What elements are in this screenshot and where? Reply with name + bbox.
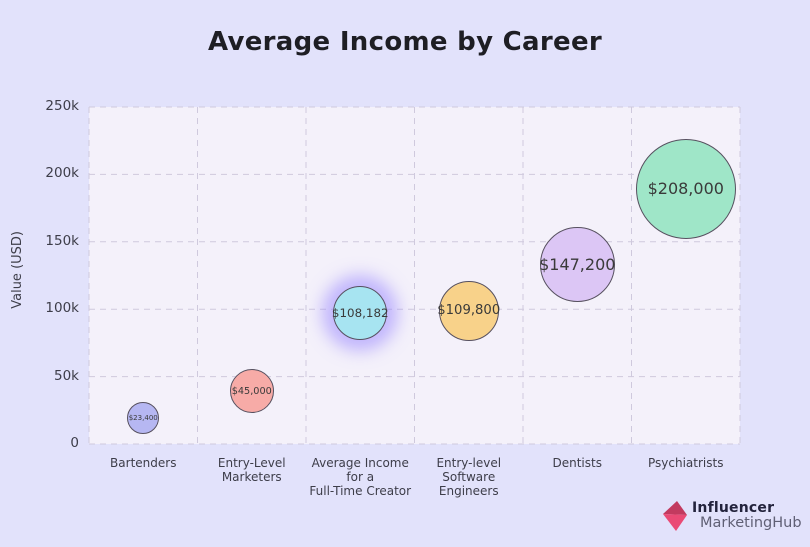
bubble-value-label: $208,000	[647, 179, 724, 199]
y-axis-tick-label: 150k	[45, 232, 79, 249]
y-axis-tick-label: 0	[70, 435, 79, 451]
x-axis-tick-label: Bartenders	[110, 456, 177, 470]
logo-text: Influencer MarketingHub	[692, 500, 802, 531]
x-axis-tick-label: Psychiatrists	[648, 456, 724, 470]
y-axis-tick-label: 250k	[45, 98, 79, 114]
y-axis-tick-label: 50k	[54, 367, 79, 384]
x-axis-tick-label: Entry-level Software Engineers	[436, 456, 502, 498]
bubble-value-label: $108,182	[331, 305, 389, 320]
bubble-bartenders[interactable]: $23,400	[127, 401, 160, 434]
x-axis-tick-label: Dentists	[552, 456, 602, 470]
bubble-value-label: $23,400	[128, 413, 158, 423]
x-axis-tick-label: Entry-Level Marketers	[217, 456, 286, 484]
bubble-entry-level[interactable]: $45,000	[229, 369, 274, 414]
bubble-dentists[interactable]: $147,200	[539, 226, 616, 302]
logo-line1: Influencer	[692, 500, 775, 516]
gridlines	[88, 106, 741, 445]
x-axis-tick-label: Average Income for a Full-Time Creator	[309, 456, 412, 498]
bubble-value-label: $45,000	[231, 385, 272, 397]
influencer-marketinghub-logo: Influencer MarketingHub	[662, 500, 802, 532]
y-axis-tick-label: 100k	[45, 300, 79, 317]
y-axis-tick-label: 200k	[45, 165, 79, 182]
logo-line2: MarketingHub	[700, 515, 802, 531]
bubble-average-income[interactable]: $108,182	[331, 285, 389, 340]
bubble-entry-level[interactable]: $109,800	[437, 280, 501, 341]
logo-mark-icon	[663, 501, 687, 531]
chart-title: Average Income by Career	[207, 27, 603, 57]
bubble-psychiatrists[interactable]: $208,000	[635, 138, 736, 239]
bubble-value-label: $147,200	[539, 254, 616, 274]
bubble-value-label: $109,800	[437, 303, 501, 319]
